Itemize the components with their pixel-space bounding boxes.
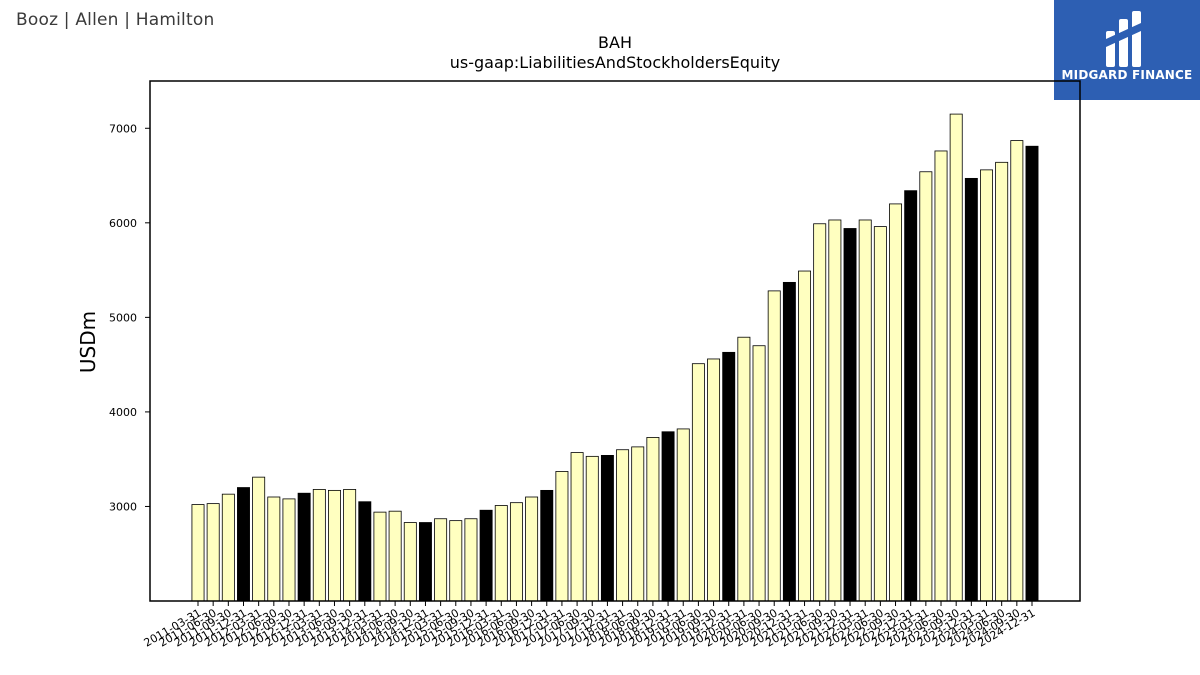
bar-2016-09-30: [525, 496, 539, 602]
bar-2021-06-30: [813, 223, 827, 602]
chart-subtitle: us-gaap:LiabilitiesAndStockholdersEquity: [450, 53, 781, 72]
bar-2024-09-30: [1010, 140, 1024, 602]
bar-2021-12-31: [843, 228, 857, 602]
bar-2023-03-31: [919, 171, 933, 602]
bar-2020-06-30: [752, 345, 766, 602]
bar-2015-06-30: [449, 520, 463, 602]
bar-2023-06-30: [934, 150, 948, 602]
y-axis-ticks: 3000 4000 5000 6000 7000: [109, 122, 150, 513]
bar-2012-06-30: [267, 496, 281, 602]
bar-2018-03-31: [616, 449, 630, 602]
bar-2022-12-31: [904, 190, 918, 602]
y-tick-label: 4000: [109, 406, 137, 419]
bar-2017-12-31: [600, 454, 614, 602]
chart-title: BAH: [598, 33, 632, 52]
bar-2018-12-31: [661, 431, 675, 602]
bar-2013-06-30: [328, 489, 341, 602]
bar-2018-06-30: [631, 446, 645, 602]
bar-2019-12-31: [722, 351, 736, 602]
y-tick-label: 7000: [109, 122, 137, 135]
bar-2015-09-30: [464, 518, 478, 602]
bar-2014-03-31: [373, 511, 387, 602]
bar-2018-09-30: [646, 437, 660, 602]
bar-2015-12-31: [479, 509, 493, 602]
bar-2014-06-30: [388, 510, 402, 602]
bar-2011-03-31: [191, 504, 205, 602]
bar-2014-12-31: [418, 522, 432, 602]
x-axis-ticks: 2011-03-312011-06-302011-09-302011-12-31…: [142, 601, 1038, 650]
bar-2023-09-30: [949, 113, 963, 602]
bar-2012-12-31: [297, 492, 311, 602]
bar-2023-12-31: [964, 177, 978, 602]
brand-name: MIDGARD FINANCE: [1061, 68, 1193, 82]
bar-2017-09-30: [585, 455, 599, 602]
bar-2013-03-31: [312, 489, 326, 602]
bar-2014-09-30: [403, 522, 417, 602]
bar-2021-03-31: [798, 270, 812, 602]
bar-2019-06-30: [691, 363, 705, 602]
bar-2012-03-31: [252, 476, 266, 602]
bar-2017-03-31: [555, 471, 569, 602]
bar-2016-06-30: [509, 502, 523, 602]
bar-2020-03-31: [737, 336, 751, 602]
y-tick-label: 3000: [109, 500, 137, 513]
bar-2022-03-31: [858, 219, 872, 602]
bar-2011-06-30: [206, 503, 220, 602]
bar-2022-09-30: [889, 203, 902, 602]
bar-2024-03-31: [980, 169, 993, 602]
bar-2019-03-31: [676, 428, 690, 602]
brand-logo: MIDGARD FINANCE: [1054, 0, 1200, 100]
bar-2017-06-30: [570, 452, 584, 602]
bar-2011-12-31: [237, 487, 250, 602]
y-tick-label: 6000: [109, 217, 137, 230]
midgard-logo-icon: [1106, 11, 1141, 67]
bar-2011-09-30: [221, 493, 235, 602]
bar-2012-09-30: [282, 498, 296, 602]
bar-2024-12-31: [1025, 145, 1039, 602]
bar-2013-12-31: [358, 501, 372, 602]
bar-2021-09-30: [828, 219, 842, 602]
bar-2016-03-31: [494, 505, 508, 602]
y-axis-label: USDm: [76, 311, 100, 373]
bar-2020-12-31: [782, 281, 796, 602]
bar-2019-09-30: [707, 358, 721, 602]
bar-2022-06-30: [873, 226, 887, 602]
y-tick-label: 5000: [109, 311, 137, 324]
bars-group: [191, 113, 1039, 602]
bar-2015-03-31: [434, 518, 448, 602]
bar-2016-12-31: [540, 489, 554, 602]
company-logo: Booz | Allen | Hamilton: [16, 10, 215, 30]
bar-2013-09-30: [343, 489, 357, 602]
bar-2024-06-30: [995, 161, 1009, 602]
bar-2020-09-30: [767, 290, 781, 602]
plot-frame: [149, 80, 1081, 602]
